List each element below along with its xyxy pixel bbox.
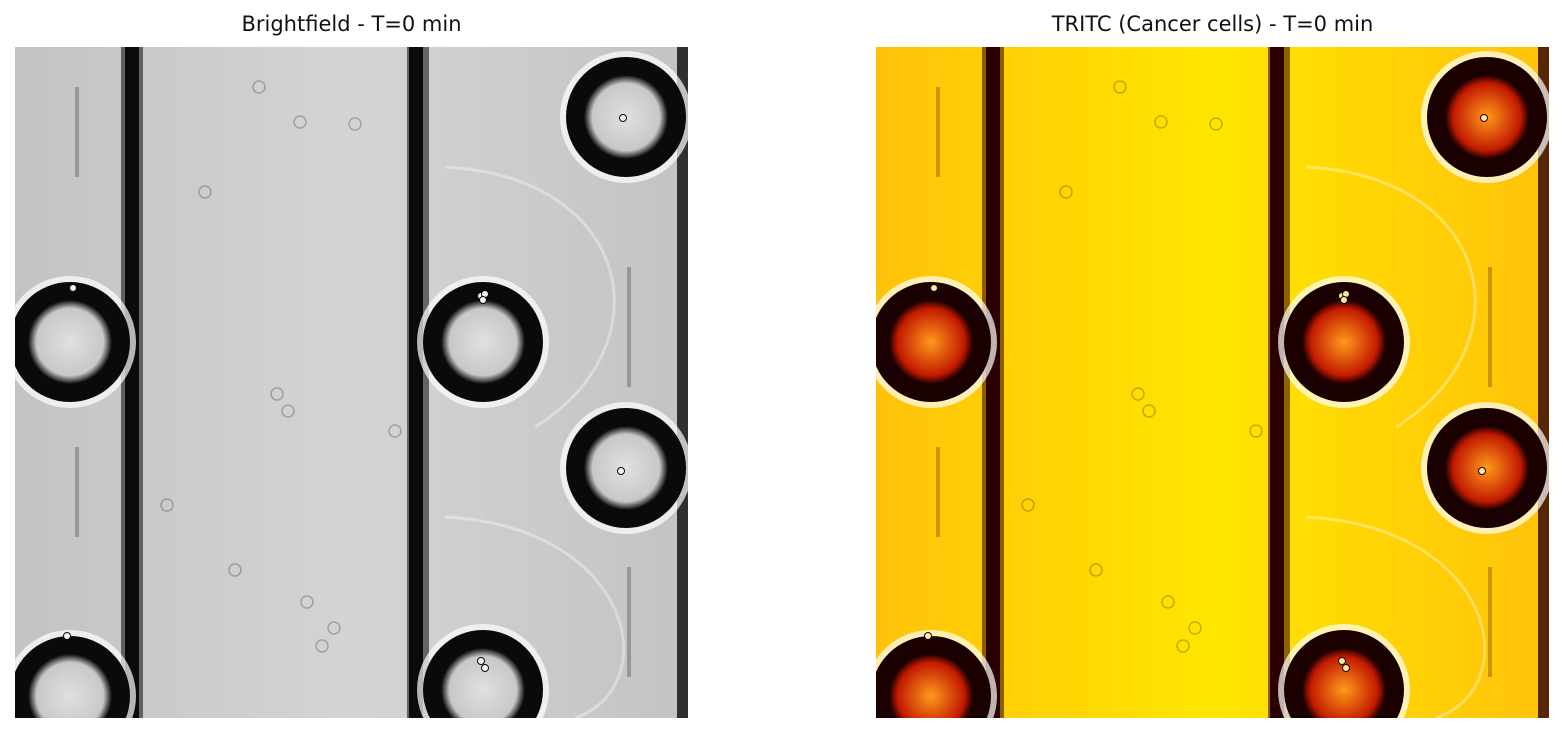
cell <box>1342 664 1350 672</box>
post-left-lower <box>75 447 79 537</box>
channel-arc-lower <box>1305 515 1487 718</box>
bubble <box>1142 404 1156 418</box>
channel-arc-upper <box>444 165 616 429</box>
brightfield-image <box>15 47 688 718</box>
well-right-bottom-interior <box>1302 648 1386 718</box>
channel-wall-right <box>1270 47 1284 718</box>
cell <box>479 296 487 304</box>
bubble <box>1021 498 1035 512</box>
bubble <box>315 639 329 653</box>
bubble <box>1131 387 1145 401</box>
well-far-right-middle-interior <box>584 426 668 510</box>
bubble <box>327 621 341 635</box>
post-left-lower <box>936 447 940 537</box>
bubble <box>1249 424 1263 438</box>
channel-arc-upper <box>1305 165 1477 429</box>
cell <box>477 657 485 665</box>
bubble <box>293 115 307 129</box>
post-right-lower <box>1488 567 1492 677</box>
well-left-bottom-interior <box>889 654 973 718</box>
cell <box>1478 467 1486 475</box>
cell <box>1480 114 1488 122</box>
well-right-middle-interior <box>1302 300 1386 384</box>
post-right-lower <box>627 567 631 677</box>
well-left-middle-interior <box>889 300 973 384</box>
tritc-image <box>876 47 1549 718</box>
bubble <box>1176 639 1190 653</box>
image-right-edge <box>677 47 688 718</box>
cell <box>481 664 489 672</box>
brightfield-panel-title: Brightfield - T=0 min <box>241 12 462 36</box>
bubble <box>1161 595 1175 609</box>
bubble <box>1154 115 1168 129</box>
channel-arc-lower <box>444 515 626 718</box>
bubble <box>1059 185 1073 199</box>
post-left-top <box>936 87 940 177</box>
bubble <box>388 424 402 438</box>
bubble <box>300 595 314 609</box>
well-right-bottom-interior <box>441 648 525 718</box>
post-right-middle <box>627 267 631 387</box>
post-right-middle <box>1488 267 1492 387</box>
well-far-right-middle-interior <box>1445 426 1529 510</box>
bubble <box>252 80 266 94</box>
post-left-top <box>75 87 79 177</box>
bubble <box>1113 80 1127 94</box>
bubble <box>1089 563 1103 577</box>
bubble <box>348 117 362 131</box>
bubble <box>270 387 284 401</box>
well-left-bottom-interior <box>28 654 112 718</box>
cell <box>930 284 938 292</box>
tritc-panel-title: TRITC (Cancer cells) - T=0 min <box>1051 12 1374 36</box>
channel-wall-left <box>125 47 139 718</box>
bubble <box>1188 621 1202 635</box>
cell <box>924 632 932 640</box>
cell <box>619 114 627 122</box>
cell <box>63 632 71 640</box>
cell <box>1338 657 1346 665</box>
tritc-microscopy-svg <box>876 47 1549 718</box>
channel-wall-right <box>409 47 423 718</box>
well-left-middle-interior <box>28 300 112 384</box>
channel-wall-left <box>986 47 1000 718</box>
cell <box>69 284 77 292</box>
cell <box>1340 296 1348 304</box>
well-right-middle-interior <box>441 300 525 384</box>
image-right-edge <box>1538 47 1549 718</box>
bubble <box>198 185 212 199</box>
bubble <box>228 563 242 577</box>
brightfield-microscopy-svg <box>15 47 688 718</box>
bubble <box>160 498 174 512</box>
bubble <box>281 404 295 418</box>
bubble <box>1209 117 1223 131</box>
cell <box>617 467 625 475</box>
